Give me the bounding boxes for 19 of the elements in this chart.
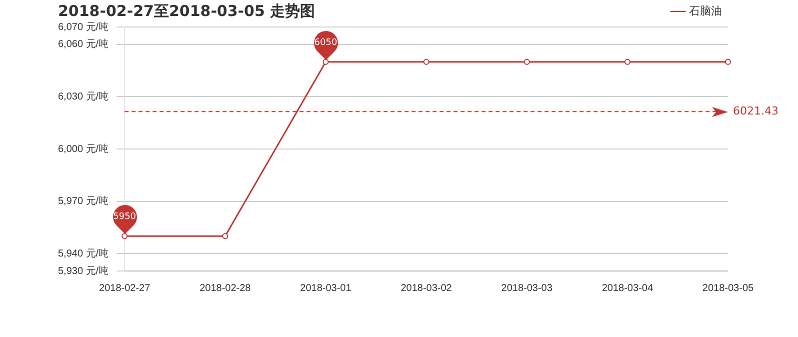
x-tick-label: 2018-02-28 [200,282,252,294]
x-tick-label: 2018-02-27 [99,282,151,294]
x-tick-label: 2018-03-03 [501,282,553,294]
y-tick-label: 5,970 元/吨 [58,195,109,208]
y-tick-label: 5,930 元/吨 [58,264,109,277]
chart-title: 2018-02-27至2018-03-05 走势图 [58,2,316,21]
x-tick-label: 2018-03-01 [300,282,352,294]
y-tick-label: 6,070 元/吨 [58,20,109,33]
y-tick-label: 6,000 元/吨 [58,142,109,155]
x-tick-label: 2018-03-04 [602,282,654,294]
y-tick-label: 6,030 元/吨 [58,90,109,102]
legend-label: 石脑油 [689,4,722,18]
x-tick-label: 2018-03-05 [702,282,754,294]
y-tick-label: 5,940 元/吨 [58,247,109,260]
x-tick-label: 2018-03-02 [400,282,452,294]
ref-line-label: 6021.43 [733,104,778,118]
y-tick-label: 6,060 元/吨 [58,38,109,50]
annotation: 6050 [313,36,338,49]
annotation: 5950 [112,211,138,224]
